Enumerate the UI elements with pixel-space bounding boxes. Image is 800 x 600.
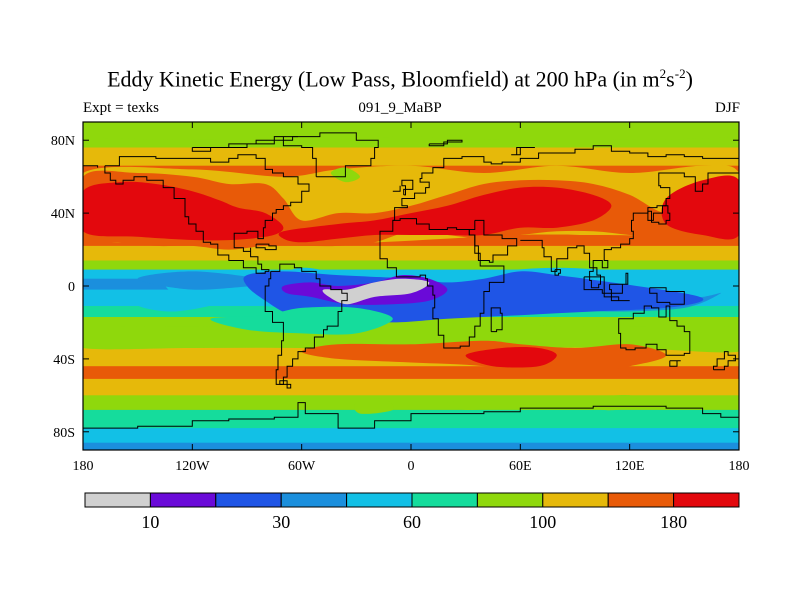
field-band-6 <box>83 245 739 262</box>
field-region-19 <box>446 398 503 410</box>
field-region-12 <box>137 296 230 312</box>
coastline-6 <box>520 167 739 289</box>
y-tick-label-1: 40N <box>51 207 75 222</box>
coastline-18 <box>255 243 277 251</box>
x-tick-label-4: 60E <box>509 459 532 474</box>
coastline-13 <box>490 307 503 333</box>
title-sup1: 2 <box>659 66 667 81</box>
field-band-18 <box>83 428 739 444</box>
x-tick-label-3: 0 <box>408 459 415 474</box>
field-band-14 <box>83 366 739 380</box>
title-mid: s <box>666 66 675 92</box>
coastline-19 <box>191 136 298 152</box>
colorbar-label-1: 30 <box>272 512 290 532</box>
coastline-9 <box>282 132 379 178</box>
coastline-22 <box>279 380 292 389</box>
coastline-3 <box>392 145 739 221</box>
y-tick-label-0: 80N <box>51 134 75 149</box>
x-tick-label-6: 180 <box>729 459 750 474</box>
run-id-label: 091_9_MaBP <box>358 100 442 116</box>
coastline-14 <box>583 276 630 302</box>
coastline-0 <box>104 154 310 274</box>
field-band-7 <box>83 260 739 271</box>
colorbar-label-2: 60 <box>403 512 421 532</box>
coastline-17 <box>83 402 739 429</box>
colorbar-swatch-5 <box>411 492 478 508</box>
field-band-16 <box>83 395 739 411</box>
coastline-16 <box>649 287 685 305</box>
coastline-24 <box>554 269 561 276</box>
coastline-15 <box>609 272 629 294</box>
colorbar-swatch-9 <box>673 492 740 508</box>
field-region-2 <box>83 181 284 241</box>
coastline-2 <box>379 218 505 349</box>
field-region-16 <box>465 347 557 368</box>
coastline-1 <box>264 263 348 385</box>
field-region-13 <box>83 322 739 353</box>
colorbar-label-0: 10 <box>141 512 159 532</box>
x-tick-label-5: 120E <box>615 459 645 474</box>
coastline-12 <box>713 351 736 371</box>
field-region-6 <box>83 122 739 141</box>
coastline-20 <box>428 139 463 147</box>
axis-ticks: 180 120W 60W 0 60E 120E 180 80N 40N 0 40S 80S <box>51 122 750 474</box>
coastline-11 <box>618 305 691 356</box>
coastline-8 <box>392 185 401 192</box>
coastline-7 <box>401 179 414 196</box>
field-region-3 <box>278 186 612 243</box>
title-prefix: Eddy Kinetic Energy (Low Pass, Bloomfiel… <box>107 66 660 92</box>
colorbar-swatch-8 <box>607 492 675 508</box>
y-tick-label-4: 80S <box>53 426 75 441</box>
coastline-23 <box>669 360 681 367</box>
colorbar: 10 30 60 100 180 <box>84 492 740 532</box>
colorbar-swatch-4 <box>346 492 413 508</box>
figure-title: Eddy Kinetic Energy (Low Pass, Bloomfiel… <box>0 66 800 92</box>
season-label: DJF <box>714 100 740 116</box>
coastline-layer <box>83 132 739 429</box>
x-tick-label-2: 60W <box>288 459 316 474</box>
x-tick-label-1: 120W <box>175 459 210 474</box>
title-suffix: ) <box>685 66 693 92</box>
y-tick-label-3: 40S <box>53 353 75 368</box>
field-band-5 <box>83 235 739 247</box>
field-region-11 <box>322 278 430 305</box>
colorbar-swatch-2 <box>215 492 282 508</box>
coastline-10 <box>647 205 671 225</box>
x-tick-label-0: 180 <box>73 459 94 474</box>
colorbar-swatch-1 <box>149 492 217 508</box>
field-band-15 <box>83 378 739 396</box>
colorbar-swatch-0 <box>84 492 151 508</box>
field-region-14 <box>210 306 393 335</box>
colorbar-swatch-6 <box>476 492 544 508</box>
coastline-5 <box>468 219 518 263</box>
colorbar-swatch-7 <box>542 492 609 508</box>
field-region-4 <box>661 175 739 240</box>
coastline-21 <box>511 147 535 156</box>
field-band-2 <box>83 147 739 167</box>
contour-fill-layer <box>83 122 739 450</box>
coastline-4 <box>83 165 99 168</box>
field-region-17 <box>354 398 394 414</box>
experiment-label: Expt = texks <box>83 100 159 116</box>
title-sup2: -2 <box>674 66 686 81</box>
colorbar-label-4: 180 <box>660 512 687 532</box>
y-tick-label-2: 0 <box>68 280 75 295</box>
colorbar-label-3: 100 <box>529 512 556 532</box>
colorbar-swatch-3 <box>280 492 348 508</box>
